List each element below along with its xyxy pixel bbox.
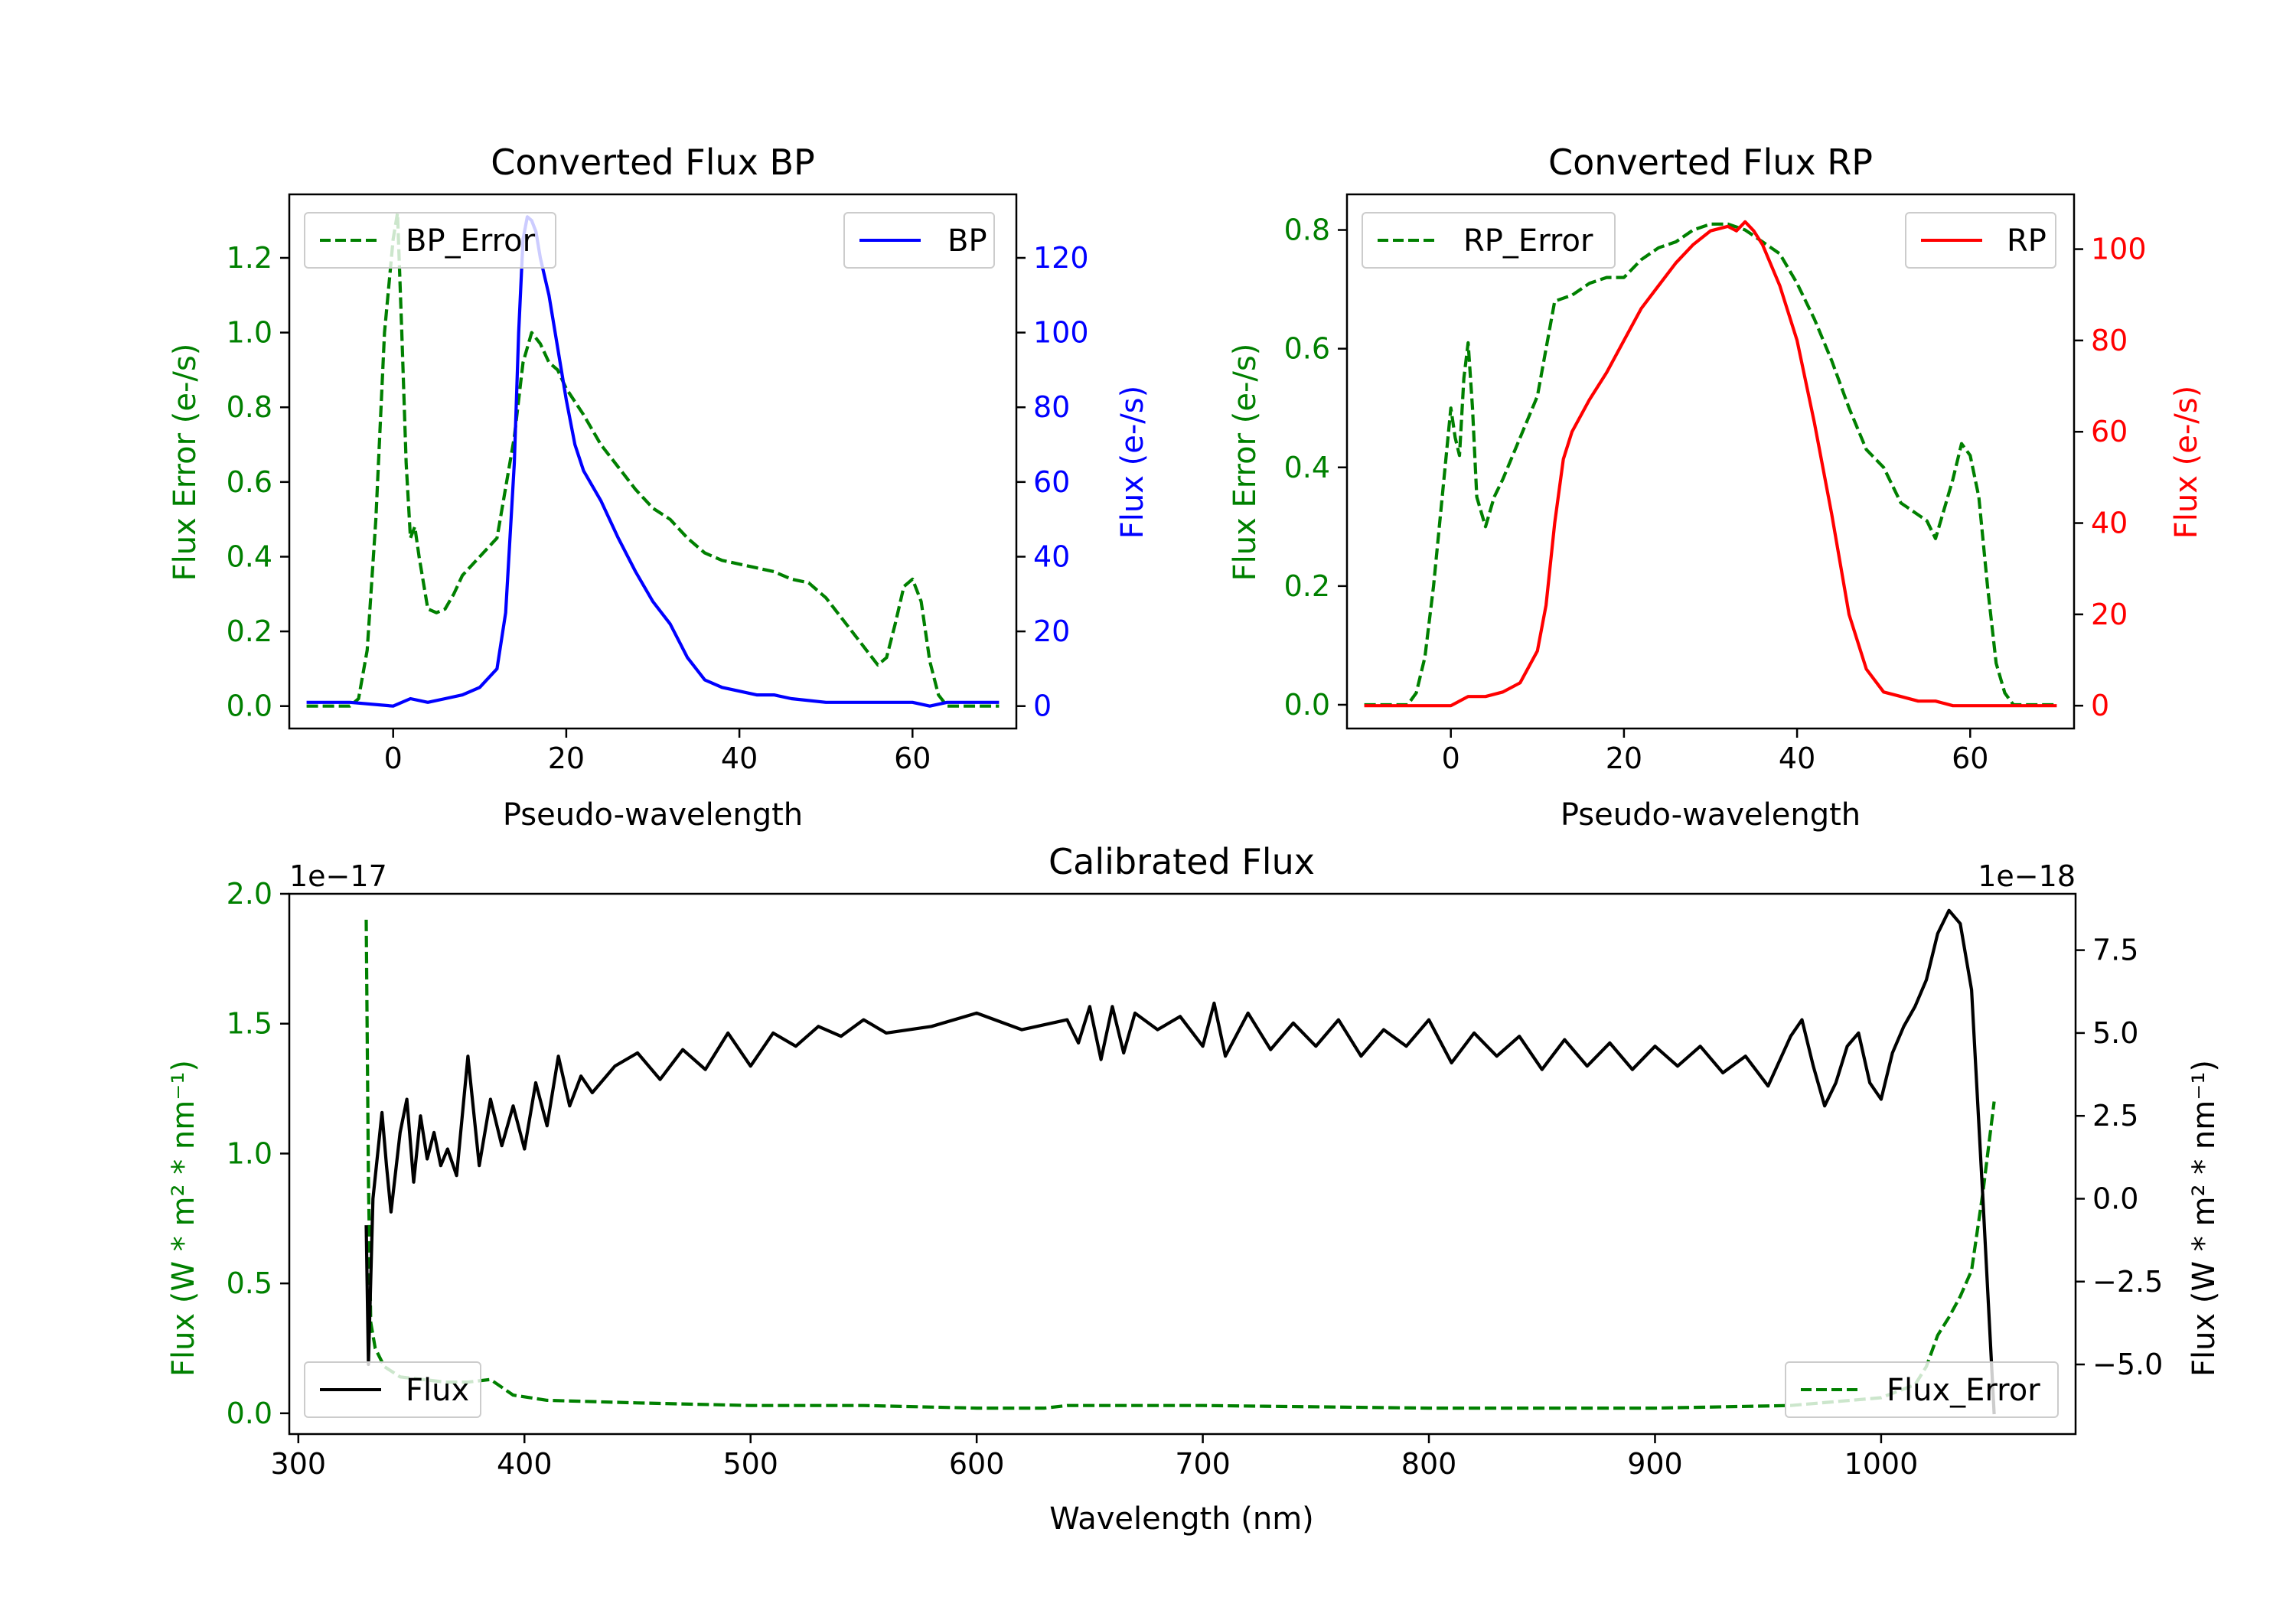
bp-right-axis-label: Flux (e-/s) — [1115, 386, 1150, 539]
rp-legend-right: RP — [1905, 212, 2056, 269]
bp-axes-frame — [288, 193, 1018, 730]
bp-x-tick-label: 40 — [721, 742, 758, 775]
rp-x-tick-label: 0 — [1442, 742, 1460, 775]
cal-left-tick-label: 2.0 — [227, 877, 272, 911]
cal-right-tick-label: 7.5 — [2092, 934, 2138, 967]
rp-error-legend-label: RP_Error — [1463, 223, 1593, 259]
bp-left-tick-label: 0.0 — [227, 689, 272, 723]
cal-x-tick-label: 500 — [722, 1447, 778, 1481]
bp-title: Converted Flux BP — [491, 142, 815, 183]
rp-right-axis-label: Flux (e-/s) — [2169, 386, 2204, 539]
rp-left-axis-label: Flux Error (e-/s) — [1228, 344, 1263, 582]
bp-panel: Converted Flux BP 0 20 40 60 0.0 0.2 0.4 0.6 0.8… — [168, 142, 1150, 833]
bp-error-line — [306, 211, 1000, 708]
cal-right-tick-label: −2.5 — [2092, 1265, 2163, 1299]
bp-legend-left-box — [304, 212, 556, 269]
rp-right-tick-label: 60 — [2091, 415, 2128, 448]
rp-x-axis-label: Pseudo-wavelength — [1561, 797, 1861, 833]
cal-right-tick-label: −5.0 — [2092, 1348, 2163, 1381]
cal-right-tick-label: 5.0 — [2092, 1016, 2138, 1050]
cal-x-tick-label: 300 — [271, 1447, 327, 1481]
rp-left-tick-label: 0.2 — [1284, 569, 1330, 603]
rp-error-line — [1364, 222, 2057, 707]
bp-legend-right: BP — [843, 212, 995, 269]
calibrated-left-axis-label: Flux (W * m² * nm⁻¹) — [166, 1060, 201, 1377]
calibrated-legend-left: Flux — [304, 1361, 481, 1418]
calibrated-right-axis-label: Flux (W * m² * nm⁻¹) — [2187, 1060, 2222, 1377]
rp-plot-area: 0 20 40 60 0.0 0.2 0.4 0.6 0.8 0 20 40 60 80 100 — [1284, 193, 2147, 775]
calibrated-legend-right: Flux_Error — [1785, 1361, 2059, 1418]
cal-x-tick-label: 400 — [497, 1447, 553, 1481]
bp-left-tick-label: 0.6 — [227, 465, 272, 499]
rp-legend-left: RP_Error — [1362, 212, 1616, 269]
rp-right-tick-label: 20 — [2091, 598, 2128, 631]
bp-line — [306, 215, 1000, 708]
bp-right-tick-label: 60 — [1033, 465, 1070, 499]
cal-x-tick-label: 700 — [1175, 1447, 1231, 1481]
bp-series-group — [306, 211, 1000, 708]
flux-line — [364, 908, 1996, 1415]
bp-left-tick-label: 1.2 — [227, 241, 272, 275]
flux-legend-label: Flux — [406, 1373, 469, 1408]
cal-axes-frame — [288, 892, 2077, 1436]
bp-x-tick-label: 60 — [894, 742, 931, 775]
bp-x-tick-label: 20 — [548, 742, 585, 775]
calibrated-legend-left-box — [304, 1361, 481, 1418]
calibrated-legend-right-box — [1785, 1361, 2059, 1418]
cal-x-tick-label: 800 — [1401, 1447, 1457, 1481]
rp-x-tick-label: 60 — [1952, 742, 1988, 775]
calibrated-title: Calibrated Flux — [1049, 841, 1315, 882]
bp-left-tick-label: 1.0 — [227, 316, 272, 350]
bp-x-tick-label: 0 — [384, 742, 403, 775]
rp-title: Converted Flux RP — [1548, 142, 1873, 183]
rp-left-tick-label: 0.6 — [1284, 332, 1330, 366]
rp-right-tick-label: 0 — [2091, 689, 2109, 722]
cal-x-tick-label: 600 — [949, 1447, 1005, 1481]
bp-right-tick-label: 0 — [1033, 689, 1052, 723]
rp-legend-left-box — [1362, 212, 1616, 269]
cal-left-tick-label: 0.5 — [227, 1266, 272, 1300]
calibrated-right-offset-text: 1e−18 — [1978, 859, 2076, 893]
rp-left-tick-label: 0.8 — [1284, 214, 1330, 247]
rp-right-tick-label: 100 — [2091, 233, 2147, 266]
bp-right-tick-label: 120 — [1033, 241, 1089, 275]
cal-right-tick-label: 2.5 — [2092, 1099, 2138, 1133]
rp-series-group — [1364, 220, 2057, 708]
rp-right-tick-label: 40 — [2091, 507, 2128, 540]
cal-left-tick-label: 1.0 — [227, 1136, 272, 1170]
cal-right-tick-label: 0.0 — [2092, 1182, 2138, 1215]
rp-axes-frame — [1345, 193, 2076, 730]
calibrated-panel: Calibrated Flux 1e−17 1e−18 300 400 500 600… — [166, 841, 2222, 1537]
calibrated-left-offset-text: 1e−17 — [289, 859, 387, 893]
cal-left-tick-label: 1.5 — [227, 1007, 272, 1041]
rp-panel: Converted Flux RP 0 20 40 60 0.0 0.2 0.4 0.6 0.8… — [1228, 142, 2204, 833]
flux-error-legend-label: Flux_Error — [1887, 1373, 2040, 1408]
cal-left-tick-label: 0.0 — [227, 1397, 272, 1430]
bp-left-tick-label: 0.2 — [227, 614, 272, 648]
rp-x-tick-label: 40 — [1779, 742, 1815, 775]
bp-left-axis-label: Flux Error (e-/s) — [168, 344, 203, 582]
bp-error-legend-label: BP_Error — [406, 223, 536, 259]
rp-x-tick-label: 20 — [1606, 742, 1642, 775]
rp-right-tick-label: 80 — [2091, 324, 2128, 357]
bp-right-tick-label: 100 — [1033, 316, 1089, 350]
bp-x-axis-label: Pseudo-wavelength — [503, 797, 803, 833]
bp-left-tick-label: 0.8 — [227, 390, 272, 424]
bp-legend-left: BP_Error — [304, 212, 556, 269]
calibrated-x-axis-label: Wavelength (nm) — [1049, 1501, 1314, 1537]
rp-line — [1364, 220, 2057, 708]
bp-legend-label: BP — [947, 223, 987, 259]
bp-left-tick-label: 0.4 — [227, 539, 272, 573]
bp-right-tick-label: 20 — [1033, 614, 1070, 648]
bp-right-tick-label: 40 — [1033, 539, 1070, 573]
bp-plot-area: 0 20 40 60 0.0 0.2 0.4 0.6 0.8 1.0 1.2 0 20 40 60 80 100… — [227, 193, 1089, 775]
rp-left-tick-label: 0.0 — [1284, 688, 1330, 722]
rp-left-tick-label: 0.4 — [1284, 451, 1330, 484]
bp-right-tick-label: 80 — [1033, 390, 1070, 424]
cal-x-tick-label: 1000 — [1844, 1447, 1919, 1481]
cal-x-tick-label: 900 — [1627, 1447, 1683, 1481]
calibrated-plot-area: 300 400 500 600 700 800 900 1000 0.0 0.5 1.0 1.5 2.0… — [227, 877, 2164, 1481]
rp-legend-label: RP — [2007, 223, 2047, 259]
